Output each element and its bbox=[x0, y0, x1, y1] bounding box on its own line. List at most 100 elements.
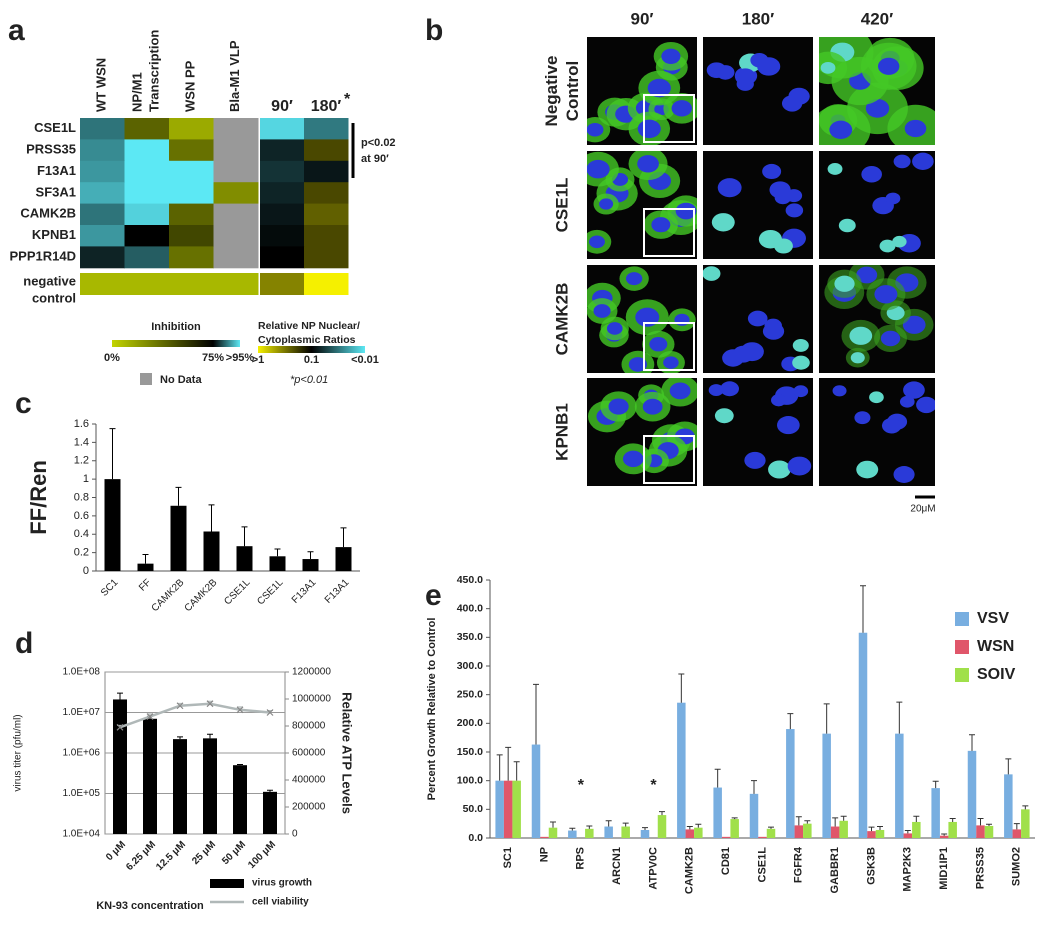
panel-label: a bbox=[8, 14, 25, 47]
heatmap-cell bbox=[213, 203, 259, 226]
y-tick-label: 1.6 bbox=[74, 418, 89, 430]
bar bbox=[585, 828, 594, 838]
y-tick-label: 0.4 bbox=[74, 528, 89, 540]
bar bbox=[1004, 774, 1013, 838]
heatmap-cell bbox=[80, 225, 125, 247]
micrograph bbox=[703, 378, 813, 486]
nucleus bbox=[637, 119, 661, 139]
y2-tick-label: 800000 bbox=[292, 721, 326, 732]
point bbox=[116, 723, 124, 731]
legend-title: Cytoplasmic Ratios bbox=[258, 334, 356, 346]
heatmap-cell bbox=[213, 182, 259, 205]
nucleus bbox=[637, 155, 659, 173]
micrograph bbox=[819, 151, 935, 259]
bar bbox=[335, 547, 352, 571]
error-bar bbox=[550, 821, 556, 828]
row-label: negative bbox=[23, 273, 76, 288]
x-tick-label: CAMK2B bbox=[684, 847, 696, 894]
legend-label: SOIV bbox=[977, 666, 1016, 683]
row-label: SF3A1 bbox=[36, 184, 76, 199]
error-bar bbox=[832, 817, 839, 827]
column-header: WT WSN bbox=[94, 58, 109, 112]
error-bar bbox=[977, 818, 984, 826]
y-tick-label: 150.0 bbox=[457, 746, 483, 758]
heatmap-cell bbox=[304, 273, 349, 295]
heatmap-cell bbox=[304, 139, 349, 162]
error-bar bbox=[1013, 823, 1020, 830]
nucleus bbox=[899, 395, 915, 408]
nucleus bbox=[838, 218, 856, 233]
bar bbox=[858, 632, 868, 838]
error-bar bbox=[714, 768, 721, 788]
inset bbox=[643, 208, 695, 257]
y-tick-label: 0 bbox=[83, 565, 89, 577]
nucleus bbox=[881, 417, 902, 434]
error-bar bbox=[941, 833, 948, 836]
legend-label: WSN bbox=[977, 638, 1014, 655]
nucleus bbox=[661, 48, 681, 64]
annotation: * bbox=[650, 777, 657, 794]
legend-label: cell viability bbox=[252, 897, 309, 908]
colorbar-tick-label: >95% bbox=[226, 352, 255, 364]
heatmap-cell bbox=[213, 160, 259, 183]
error-bar bbox=[1022, 805, 1029, 810]
nucleus bbox=[902, 315, 926, 334]
nucleus bbox=[877, 57, 900, 75]
error-bar bbox=[969, 734, 975, 751]
nucleus bbox=[651, 217, 671, 233]
footnote: *p<0.01 bbox=[290, 374, 328, 386]
bar bbox=[170, 505, 187, 571]
bar bbox=[685, 829, 695, 838]
line bbox=[119, 702, 271, 729]
row-label: KPNB1 bbox=[552, 403, 571, 461]
nucleus bbox=[587, 159, 610, 179]
nucleus bbox=[850, 352, 865, 364]
bar bbox=[749, 793, 759, 838]
legend-swatch bbox=[955, 668, 969, 682]
error-bar bbox=[904, 830, 911, 834]
bar bbox=[976, 825, 985, 838]
nucleus bbox=[768, 460, 791, 479]
error-bar bbox=[622, 822, 629, 827]
error-bar bbox=[768, 826, 774, 829]
row-label: KPNB1 bbox=[32, 227, 76, 242]
y-tick-label: 200.0 bbox=[457, 717, 483, 729]
colorbar-tick-label: 0.1 bbox=[304, 354, 319, 366]
error-bar bbox=[868, 826, 875, 832]
nucleus bbox=[622, 450, 644, 468]
heatmap-cell bbox=[260, 203, 305, 226]
bar bbox=[531, 744, 541, 838]
panel-label: d bbox=[15, 627, 33, 660]
micrograph bbox=[587, 265, 697, 373]
error-bar bbox=[731, 817, 738, 820]
colorbar-tick-label: 75% bbox=[202, 352, 224, 364]
row-label: CAMK2B bbox=[552, 283, 571, 356]
error-bar bbox=[659, 811, 665, 816]
nucleus bbox=[856, 460, 879, 479]
colorbar-tick-label: >1 bbox=[252, 354, 265, 366]
nucleus bbox=[671, 100, 692, 117]
heatmap-cell bbox=[260, 273, 305, 295]
heatmap-cell bbox=[304, 246, 349, 269]
row-label: PPP1R14D bbox=[10, 249, 76, 264]
y-tick-label: 0.8 bbox=[74, 491, 89, 503]
y-tick-label: 1.0E+04 bbox=[62, 829, 100, 840]
nucleus bbox=[647, 78, 671, 98]
error-bar bbox=[274, 548, 281, 557]
bar bbox=[657, 815, 667, 838]
colorbar-tick-label: <0.01 bbox=[351, 354, 379, 366]
y-tick-label: 1.0E+07 bbox=[62, 707, 100, 718]
nucleus bbox=[703, 266, 721, 281]
bar bbox=[113, 699, 127, 834]
nucleus bbox=[744, 451, 766, 469]
nucleus bbox=[869, 391, 884, 404]
bar bbox=[568, 830, 577, 838]
x-tick-label: RPS bbox=[575, 847, 587, 870]
y-axis-title: Percent Growth Relative to Control bbox=[426, 618, 438, 801]
y-tick-label: 50.0 bbox=[463, 803, 484, 815]
heatmap-cell bbox=[169, 246, 214, 269]
nucleus bbox=[757, 57, 781, 76]
error-bar bbox=[949, 818, 956, 822]
x-axis-title: KN-93 concentration bbox=[96, 900, 204, 912]
nucleus bbox=[606, 322, 623, 335]
